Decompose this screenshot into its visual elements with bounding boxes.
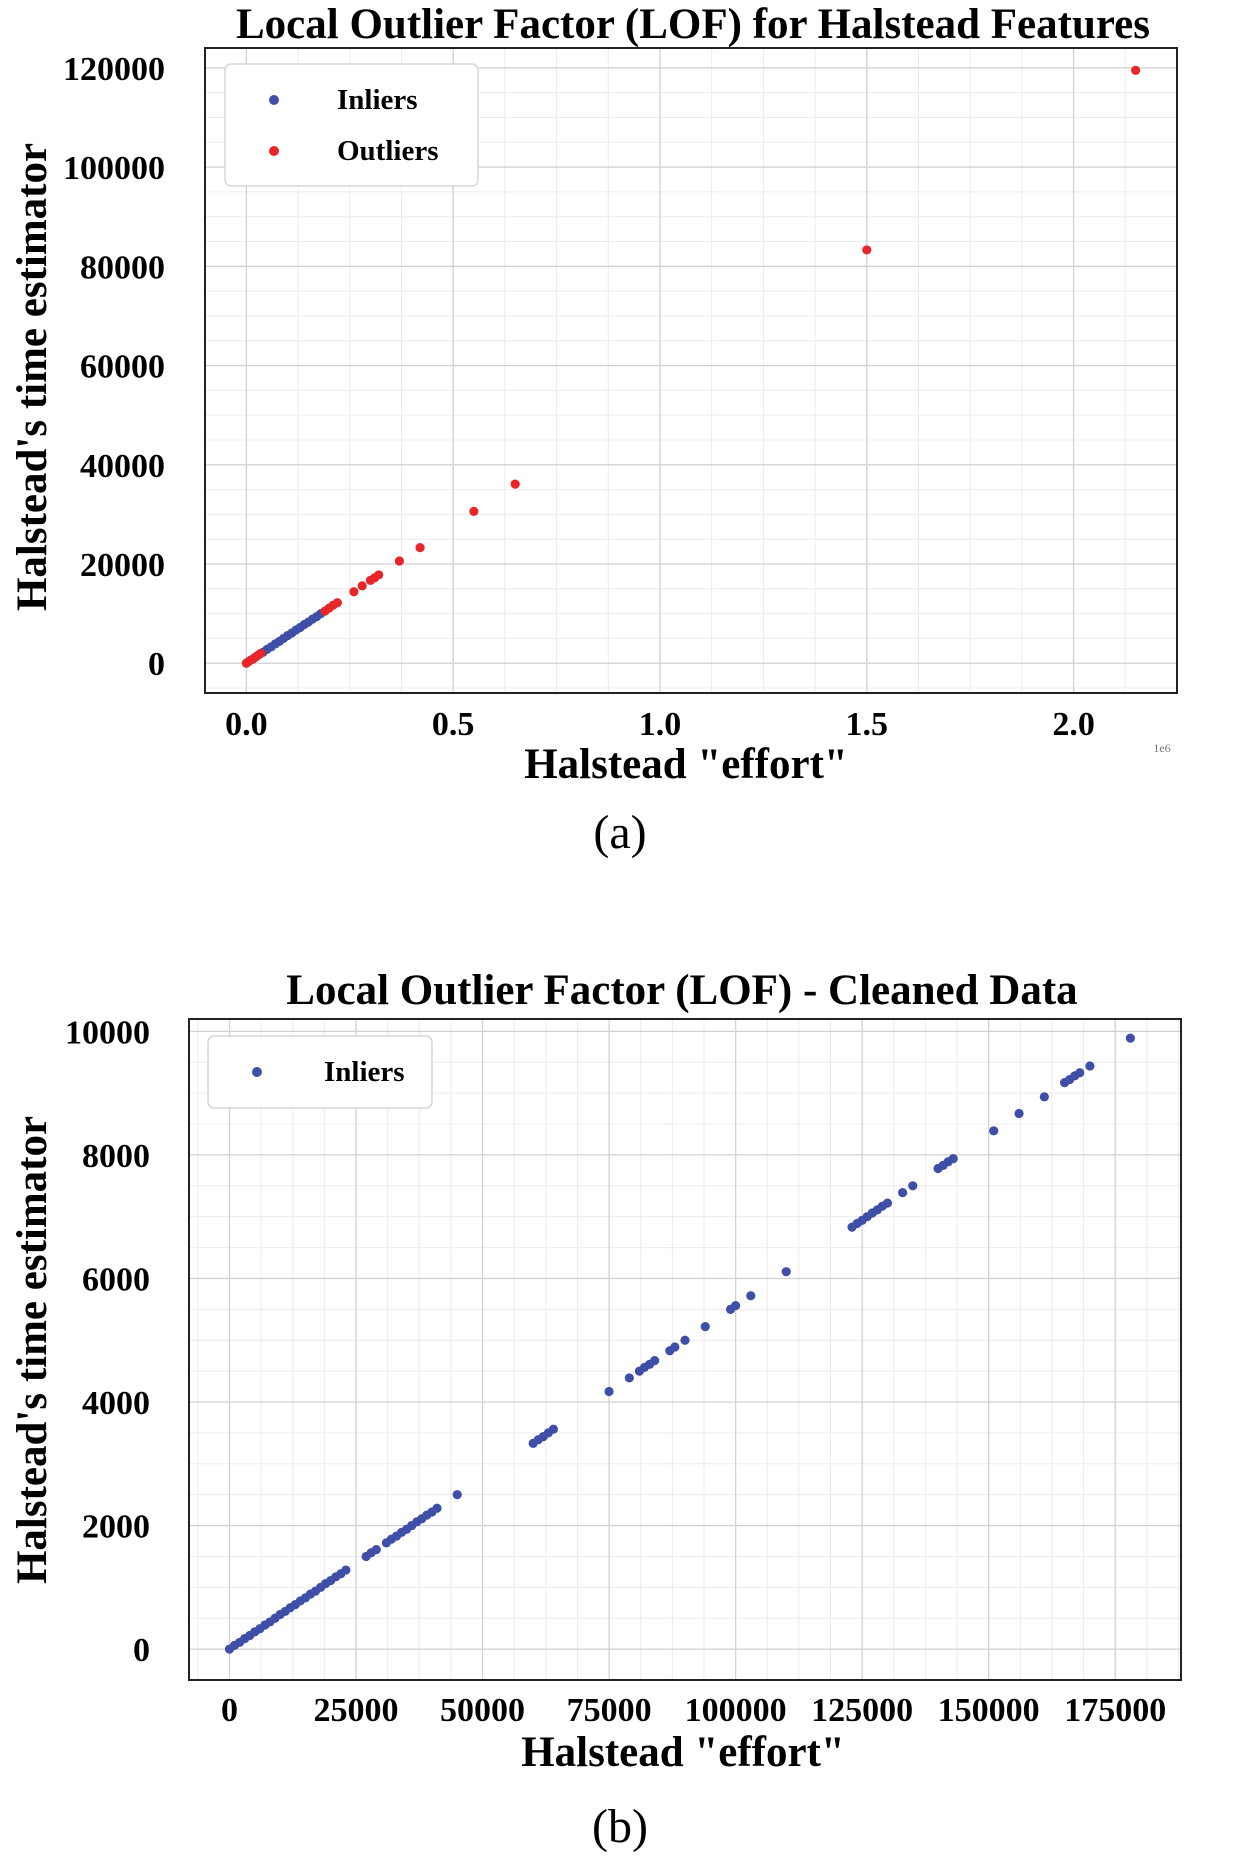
chart-b-point-inliers <box>371 1545 381 1555</box>
chart-b-point-inliers <box>781 1267 791 1277</box>
chart-b-x-axis-title: Halstead "effort" <box>521 1729 845 1776</box>
chart-b-point-inliers <box>1075 1068 1085 1078</box>
chart-a-x-offset: 1e6 <box>1153 741 1170 755</box>
chart-a-y-tick-label: 100000 <box>63 150 165 187</box>
chart-b-caption: (b) <box>592 1800 648 1853</box>
chart-a-y-tick-label: 20000 <box>80 547 165 584</box>
chart-b-point-inliers <box>908 1181 918 1191</box>
chart-a-ticks: 0.0 0.5 1.0 1.5 2.0 0 20000 40000 60000 80000 1000… <box>63 51 1095 743</box>
chart-a-legend-label-inliers: Inliers <box>337 84 418 116</box>
chart-b-markers <box>224 1033 1135 1654</box>
chart-a-caption: (a) <box>593 806 646 859</box>
chart-a-point-outliers <box>394 556 404 566</box>
chart-b-major-grid <box>189 1019 1181 1680</box>
chart-a-point-outliers <box>256 648 266 658</box>
chart-b-ticks: 0 25000 50000 75000 100000 125000 150000 175000… <box>65 1014 1166 1729</box>
chart-b-title: Local Outlier Factor (LOF) - Cleaned Dat… <box>286 967 1077 1014</box>
chart-b-point-inliers <box>670 1342 680 1352</box>
chart-b-y-tick-label: 8000 <box>82 1138 150 1175</box>
chart-b-point-inliers <box>746 1291 756 1301</box>
chart-a-legend: Inliers Outliers <box>224 63 479 187</box>
chart-b-legend-box <box>207 1035 433 1109</box>
chart-a-plot-frame <box>204 47 1178 694</box>
chart-a-point-outliers <box>469 506 479 517</box>
chart-b-point-inliers <box>548 1424 559 1434</box>
chart-a-point-outliers <box>1131 65 1141 75</box>
chart-b-point-inliers <box>948 1154 958 1164</box>
chart-b-point-inliers <box>624 1373 634 1383</box>
chart-b-legend: Inliers <box>207 1035 433 1109</box>
chart-a-y-tick-label: 120000 <box>63 51 165 88</box>
chart-a-x-tick-label: 1.0 <box>639 706 682 743</box>
chart-b-point-inliers <box>1014 1108 1024 1119</box>
chart-a-legend-box <box>224 63 479 187</box>
chart-a-legend-marker-outliers <box>269 146 279 156</box>
chart-a-y-tick-label: 60000 <box>80 349 165 386</box>
chart-b-x-tick-label: 50000 <box>440 1692 525 1729</box>
chart-a-point-outliers <box>374 570 384 580</box>
chart-a-y-axis-title: Halstead's time estimator <box>9 143 56 611</box>
chart-b-x-tick-label: 150000 <box>938 1692 1040 1729</box>
chart-b-point-inliers <box>882 1198 893 1208</box>
chart-a-legend-label-outliers: Outliers <box>337 135 439 167</box>
chart-b-x-tick-label: 100000 <box>685 1692 787 1729</box>
chart-a-x-tick-label: 0.5 <box>432 706 475 743</box>
chart-a-y-tick-label: 0 <box>148 646 165 683</box>
chart-b-point-inliers <box>898 1187 908 1198</box>
chart-b-y-tick-label: 2000 <box>82 1509 150 1546</box>
chart-b-x-tick-label: 25000 <box>314 1692 399 1729</box>
chart-b-point-inliers <box>604 1386 614 1397</box>
chart-b-point-inliers <box>341 1565 351 1575</box>
chart-b-point-inliers <box>989 1126 999 1136</box>
chart-b-point-inliers <box>700 1322 710 1332</box>
chart-a-point-outliers <box>332 598 342 608</box>
chart-b-y-tick-label: 6000 <box>82 1261 150 1298</box>
chart-a-point-outliers <box>349 587 359 597</box>
chart-b-y-tick-label: 10000 <box>65 1014 150 1051</box>
chart-a-point-outliers <box>510 479 520 489</box>
chart-a-point-outliers <box>862 245 872 255</box>
chart-b-x-tick-label: 75000 <box>567 1692 652 1729</box>
chart-b-point-inliers <box>650 1356 660 1366</box>
chart-a-point-outliers <box>357 581 367 591</box>
chart-b-point-inliers <box>432 1503 442 1513</box>
chart-b-y-tick-label: 0 <box>133 1632 150 1669</box>
chart-a-x-tick-label: 2.0 <box>1052 706 1095 743</box>
chart-b-legend-marker-inliers <box>252 1067 262 1077</box>
chart-b-x-tick-label: 125000 <box>811 1692 913 1729</box>
chart-b: Local Outlier Factor (LOF) - Cleaned Dat… <box>9 967 1182 1853</box>
chart-a-x-tick-label: 1.5 <box>846 706 889 743</box>
chart-b-y-tick-label: 4000 <box>82 1385 150 1422</box>
chart-b-point-inliers <box>680 1335 690 1345</box>
chart-a-x-tick-label: 0.0 <box>225 706 268 743</box>
chart-b-x-tick-label: 175000 <box>1064 1692 1166 1729</box>
chart-a-y-tick-label: 80000 <box>80 249 165 286</box>
chart-b-point-inliers <box>452 1490 462 1500</box>
chart-b-plot-frame <box>188 1018 1182 1681</box>
chart-a-point-outliers <box>415 543 425 553</box>
chart-a-legend-marker-inliers <box>269 95 279 105</box>
chart-a-x-axis-title: Halstead "effort" <box>524 741 848 788</box>
chart-a: Local Outlier Factor (LOF) for Halstead … <box>9 1 1178 859</box>
chart-a-title: Local Outlier Factor (LOF) for Halstead … <box>236 1 1150 48</box>
chart-b-point-inliers <box>1085 1061 1095 1071</box>
chart-b-legend-label-inliers: Inliers <box>324 1056 405 1088</box>
chart-b-x-tick-label: 0 <box>221 1692 238 1729</box>
chart-b-point-inliers <box>1125 1033 1135 1043</box>
chart-b-point-inliers <box>731 1301 741 1311</box>
chart-b-y-axis-title: Halstead's time estimator <box>9 1116 56 1584</box>
chart-a-markers <box>241 65 1141 668</box>
chart-b-point-inliers <box>1039 1092 1049 1102</box>
chart-a-y-tick-label: 40000 <box>80 448 165 485</box>
